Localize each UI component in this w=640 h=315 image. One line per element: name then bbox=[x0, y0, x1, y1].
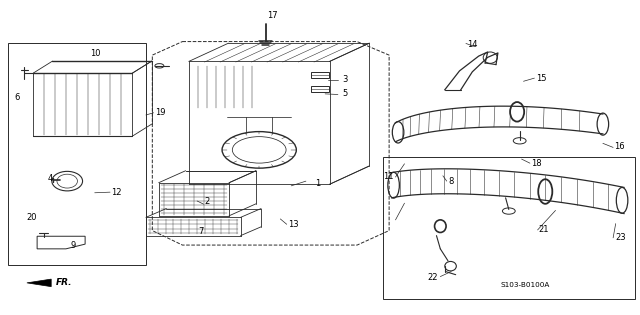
Text: S103-B0100A: S103-B0100A bbox=[500, 282, 550, 289]
Text: 6: 6 bbox=[14, 93, 19, 101]
Text: 13: 13 bbox=[288, 220, 299, 229]
Text: 9: 9 bbox=[70, 241, 76, 249]
Polygon shape bbox=[27, 279, 51, 287]
Text: 22: 22 bbox=[428, 273, 438, 282]
Text: 10: 10 bbox=[90, 49, 100, 58]
Text: 19: 19 bbox=[155, 108, 165, 117]
Text: 11: 11 bbox=[383, 172, 393, 181]
Text: 20: 20 bbox=[27, 213, 37, 222]
Text: 16: 16 bbox=[614, 142, 625, 151]
Text: 4: 4 bbox=[47, 175, 52, 183]
Text: 14: 14 bbox=[467, 40, 477, 49]
Text: 21: 21 bbox=[539, 226, 549, 234]
Bar bbox=[383, 157, 635, 299]
FancyBboxPatch shape bbox=[311, 86, 329, 92]
Text: 3: 3 bbox=[342, 75, 348, 84]
Text: 5: 5 bbox=[342, 89, 348, 98]
Text: FR.: FR. bbox=[56, 278, 72, 287]
Text: 15: 15 bbox=[536, 74, 546, 83]
FancyBboxPatch shape bbox=[311, 72, 329, 78]
Text: 17: 17 bbox=[268, 11, 278, 20]
Text: 2: 2 bbox=[205, 197, 210, 206]
Text: 18: 18 bbox=[531, 159, 542, 168]
Text: 7: 7 bbox=[198, 227, 204, 236]
Text: 12: 12 bbox=[111, 188, 122, 197]
Text: 1: 1 bbox=[315, 179, 320, 188]
Text: 23: 23 bbox=[616, 233, 627, 242]
Bar bbox=[8, 43, 146, 265]
Text: 8: 8 bbox=[448, 177, 453, 186]
